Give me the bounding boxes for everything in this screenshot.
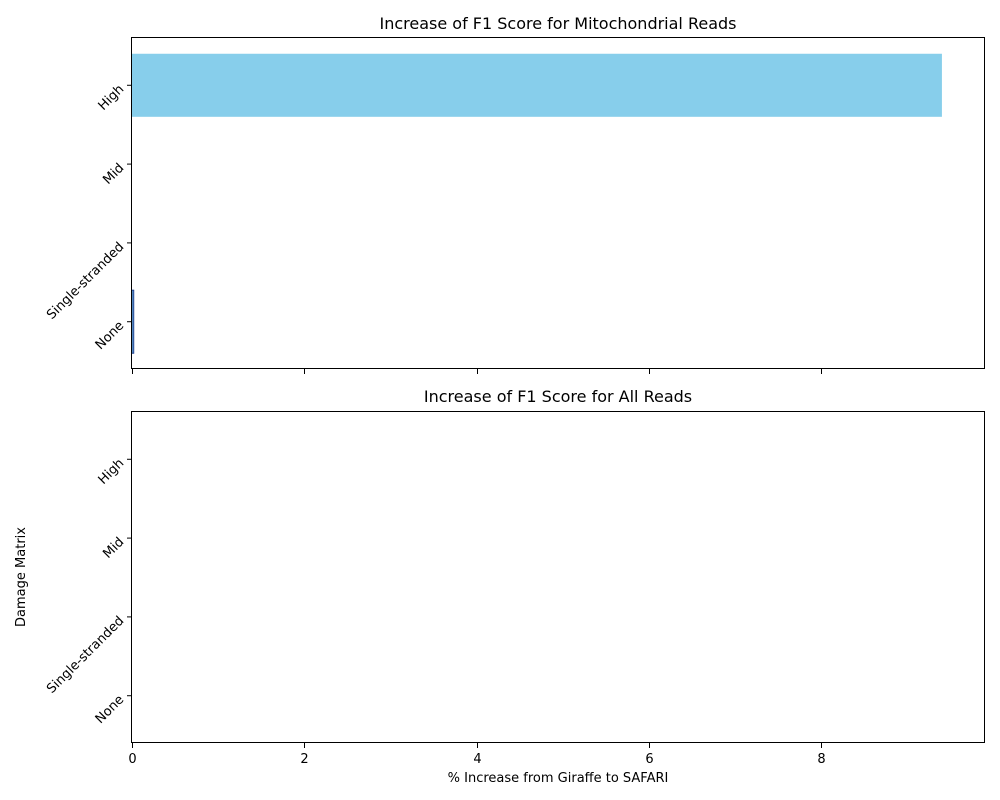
y-axis-label: Damage Matrix [14, 527, 29, 627]
x-axis-label: % Increase from Giraffe to SAFARI [448, 771, 669, 786]
chart-title: Increase of F1 Score for All Reads [424, 387, 692, 406]
y-tick-label-none: None [93, 318, 128, 353]
bar-high [132, 53, 942, 117]
all-reads-chart: Increase of F1 Score for All Reads NoneS… [14, 387, 985, 786]
x-tick-label: 8 [817, 752, 825, 767]
plot-frame [131, 411, 985, 743]
x-tick-label: 6 [645, 752, 653, 767]
y-tick-label-mid: Mid [100, 161, 127, 188]
x-tick-label: 2 [300, 752, 308, 767]
y-tick-label-high: High [96, 456, 128, 488]
x-tick-label: 0 [128, 752, 136, 767]
plot-frame [131, 37, 985, 369]
bars-layer [131, 53, 942, 354]
y-tick-label-single-stranded: Single-stranded [44, 614, 127, 697]
x-axis: 0 2 4 6 8 [128, 743, 826, 767]
y-tick-label-mid: Mid [100, 535, 127, 562]
y-tick-label-single-stranded: Single-stranded [44, 240, 127, 323]
bar-none [131, 289, 135, 354]
y-tick-label-none: None [93, 692, 128, 727]
y-tick-label-high: High [96, 82, 128, 114]
mitochondrial-reads-chart: Increase of F1 Score for Mitochondrial R… [44, 14, 985, 374]
x-axis [132, 369, 822, 374]
chart-title: Increase of F1 Score for Mitochondrial R… [380, 14, 737, 33]
x-tick-label: 4 [473, 752, 481, 767]
